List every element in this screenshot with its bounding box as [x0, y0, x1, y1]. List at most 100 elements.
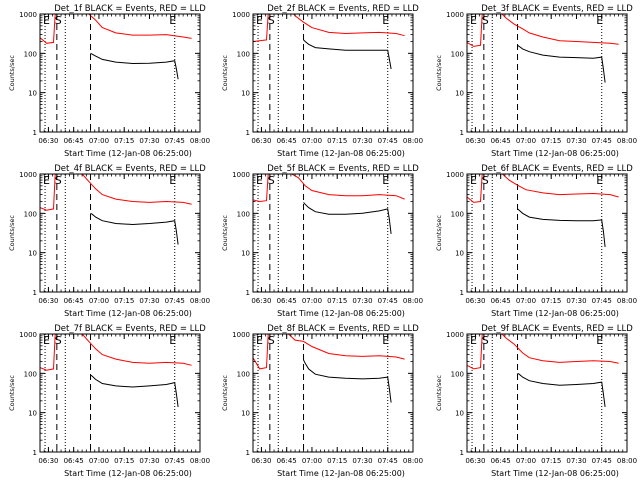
x-tick-label: 06:30	[251, 297, 271, 305]
plot-frame	[252, 13, 414, 133]
event-marker-label: S	[268, 14, 275, 27]
event-marker-label: S	[268, 174, 275, 187]
x-tick-label: 06:30	[251, 457, 271, 465]
event-marker-label: E	[256, 174, 263, 187]
x-axis-label: Start Time (12-Jan-08 06:25:00)	[491, 309, 619, 318]
event-marker-label: E	[470, 14, 477, 27]
x-axis-label: Start Time (12-Jan-08 06:25:00)	[277, 469, 405, 478]
x-tick-label: 07:15	[114, 297, 134, 305]
chart-panel: Det_2f BLACK = Events, RED = LLD Counts/s…	[221, 4, 423, 158]
y-tick-label: 10	[455, 410, 464, 418]
y-tick-label: 100	[237, 210, 250, 218]
x-tick-label: 06:30	[251, 137, 271, 145]
chart-title: Det_2f BLACK = Events, RED = LLD	[267, 4, 419, 14]
chart-title: Det_9f BLACK = Events, RED = LLD	[481, 324, 633, 334]
event-marker-label: E	[382, 334, 389, 347]
event-marker-label: E	[43, 334, 50, 347]
series-line-lld	[40, 334, 192, 371]
event-marker-label: S	[268, 334, 275, 347]
x-tick-label: 08:00	[403, 297, 423, 305]
x-tick-label: 07:15	[541, 457, 561, 465]
chart-panel: Det_8f BLACK = Events, RED = LLD Counts/s…	[221, 324, 423, 478]
x-axis-label: Start Time (12-Jan-08 06:25:00)	[491, 149, 619, 158]
x-tick-label: 07:00	[516, 297, 536, 305]
event-marker-label: E	[382, 174, 389, 187]
x-tick-label: 07:15	[541, 297, 561, 305]
y-tick-label: 10	[28, 90, 37, 98]
y-tick-label: 1000	[19, 11, 37, 19]
event-marker-label: E	[470, 174, 477, 187]
y-axis-label: Counts/sec	[221, 375, 229, 411]
x-tick-label: 07:00	[89, 457, 109, 465]
y-axis-label: Counts/sec	[435, 55, 443, 91]
x-tick-label: 07:15	[114, 137, 134, 145]
event-marker-label: S	[482, 14, 489, 27]
x-axis-label: Start Time (12-Jan-08 06:25:00)	[64, 469, 192, 478]
event-marker-label: S	[55, 174, 62, 187]
event-marker-label: E	[169, 334, 176, 347]
plot-frame	[252, 173, 414, 293]
chart-panel: Det_9f BLACK = Events, RED = LLD Counts/s…	[435, 324, 637, 478]
event-marker-label: E	[470, 334, 477, 347]
x-tick-label: 07:00	[89, 297, 109, 305]
x-tick-label: 06:45	[64, 457, 84, 465]
series-line-lld	[467, 334, 619, 370]
x-axis-label: Start Time (12-Jan-08 06:25:00)	[64, 149, 192, 158]
x-tick-label: 07:15	[327, 457, 347, 465]
y-tick-label: 1	[460, 129, 464, 137]
y-tick-label: 1	[33, 289, 37, 297]
event-marker-label: E	[596, 334, 603, 347]
y-tick-label: 10	[241, 410, 250, 418]
series-line-events	[517, 44, 606, 83]
y-axis-label: Counts/sec	[221, 215, 229, 251]
x-axis-label: Start Time (12-Jan-08 06:25:00)	[277, 309, 405, 318]
x-tick-label: 07:45	[378, 457, 398, 465]
y-tick-label: 10	[241, 250, 250, 258]
series-line-events	[517, 208, 606, 247]
y-axis-label: Counts/sec	[435, 215, 443, 251]
y-axis-label: Counts/sec	[435, 375, 443, 411]
chart-title: Det_1f BLACK = Events, RED = LLD	[54, 4, 206, 14]
chart-title: Det_8f BLACK = Events, RED = LLD	[267, 324, 419, 334]
x-tick-label: 07:00	[302, 137, 322, 145]
x-tick-label: 07:45	[165, 457, 185, 465]
y-axis-label: Counts/sec	[8, 215, 16, 251]
chart-panel: Det_4f BLACK = Events, RED = LLD Counts/s…	[8, 164, 210, 318]
x-tick-label: 06:45	[277, 297, 297, 305]
y-tick-label: 1000	[19, 171, 37, 179]
y-tick-label: 100	[24, 50, 37, 58]
x-tick-label: 06:30	[38, 457, 58, 465]
x-tick-label: 06:45	[277, 457, 297, 465]
x-tick-label: 07:30	[566, 457, 586, 465]
y-tick-label: 1	[460, 289, 464, 297]
y-tick-label: 100	[237, 50, 250, 58]
chart-panel: Det_1f BLACK = Events, RED = LLD Counts/s…	[8, 4, 210, 158]
x-axis-label: Start Time (12-Jan-08 06:25:00)	[64, 309, 192, 318]
x-tick-label: 08:00	[403, 137, 423, 145]
y-tick-label: 1000	[446, 331, 464, 339]
x-tick-label: 06:45	[491, 297, 511, 305]
chart-title: Det_6f BLACK = Events, RED = LLD	[481, 164, 633, 174]
x-tick-label: 08:00	[403, 457, 423, 465]
y-tick-label: 10	[28, 250, 37, 258]
x-tick-label: 07:45	[378, 137, 398, 145]
x-tick-label: 06:30	[465, 457, 485, 465]
y-tick-label: 1000	[446, 11, 464, 19]
y-tick-label: 100	[237, 370, 250, 378]
event-marker-label: E	[256, 334, 263, 347]
chart-panel: Det_3f BLACK = Events, RED = LLD Counts/s…	[435, 4, 637, 158]
event-marker-label: E	[596, 14, 603, 27]
event-marker-label: S	[482, 334, 489, 347]
plot-frame	[39, 13, 201, 133]
event-marker-label: E	[169, 174, 176, 187]
chart-panel: Det_6f BLACK = Events, RED = LLD Counts/s…	[435, 164, 637, 318]
x-axis-label: Start Time (12-Jan-08 06:25:00)	[491, 469, 619, 478]
x-tick-label: 07:15	[541, 137, 561, 145]
x-axis-label: Start Time (12-Jan-08 06:25:00)	[277, 149, 405, 158]
x-tick-label: 07:45	[592, 457, 612, 465]
x-tick-label: 08:00	[617, 297, 637, 305]
y-tick-label: 100	[24, 210, 37, 218]
event-marker-label: S	[55, 14, 62, 27]
x-tick-label: 08:00	[617, 137, 637, 145]
